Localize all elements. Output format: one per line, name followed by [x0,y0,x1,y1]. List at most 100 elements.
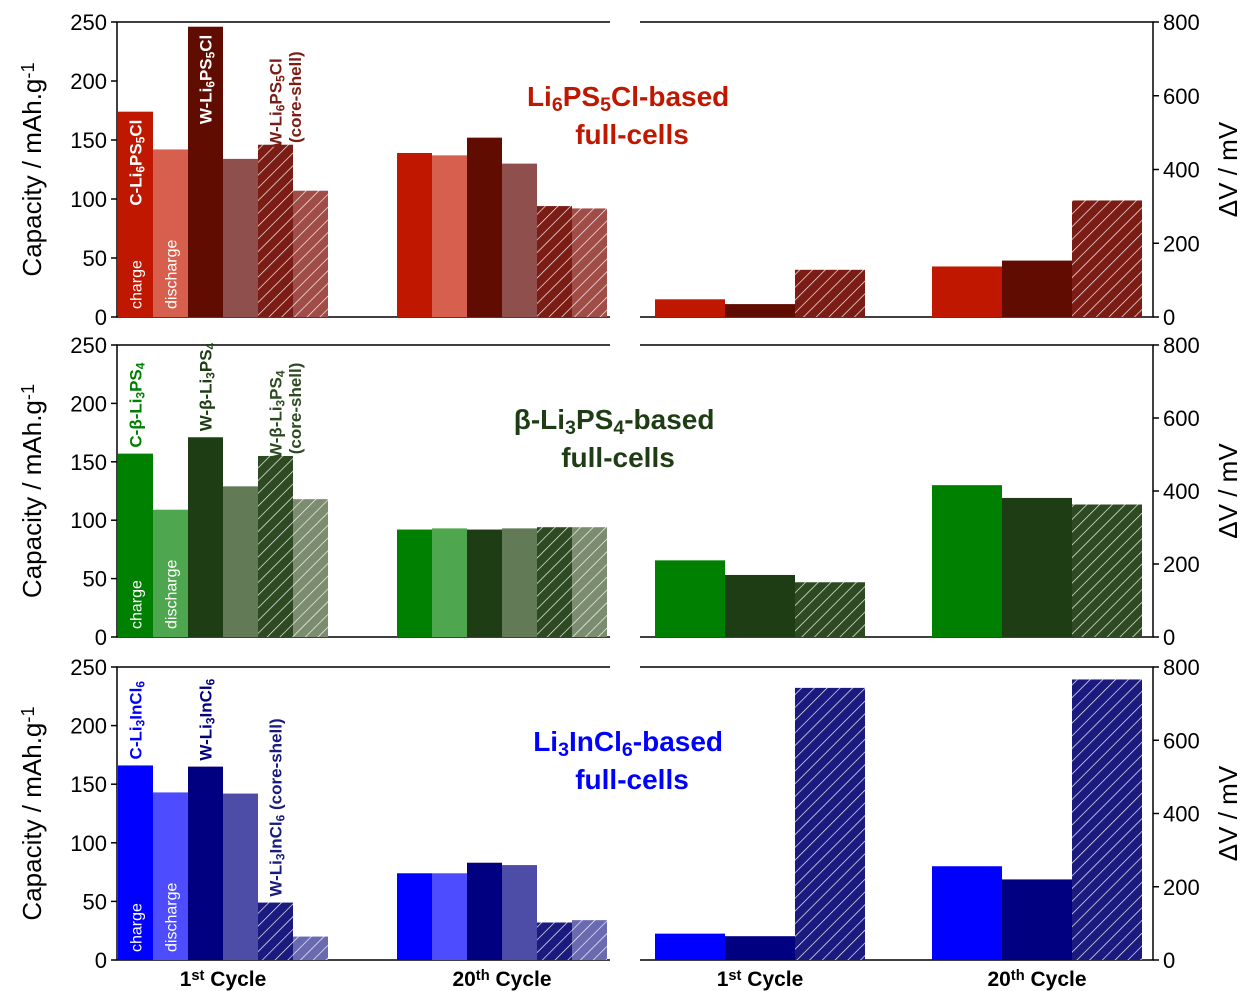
dv-bar [1002,260,1072,317]
y2-tick-label: 200 [1163,875,1200,900]
capacity-bar [432,528,467,637]
y-tick-label: 0 [95,948,107,973]
capacity-bar [118,111,153,318]
dv-bar [795,582,865,637]
capacity-bar [397,529,432,637]
capacity-bar [467,137,502,317]
y2-tick-label: 0 [1163,948,1175,973]
capacity-bar [572,527,607,637]
capacity-bar [467,529,502,637]
capacity-bar [223,486,258,637]
material-label: C-Li6PS5Cl [127,120,148,206]
capacity-bar [397,152,432,317]
y2-tick-label: 400 [1163,802,1200,827]
y2-tick-label: 600 [1163,406,1200,431]
dv-bar [1072,679,1142,960]
panel-title: Li3InCl6-based full-cells [533,726,731,795]
capacity-bar [293,936,328,960]
material-label: W-Li3InCl6 [197,678,218,760]
dv-bar [932,485,1002,637]
dv-bar [725,936,795,960]
dv-bar [932,866,1002,960]
y2-tick-label: 800 [1163,333,1200,358]
y-tick-label: 100 [70,831,107,856]
capacity-bar [223,793,258,960]
y2-tick-label: 200 [1163,552,1200,577]
dv-bar [795,269,865,317]
capacity-bar [432,873,467,960]
panel-title: β-Li3PS4-based full-cells [514,404,723,473]
y2-tick-label: 0 [1163,625,1175,650]
y2-axis-label: ΔV / mV [1213,765,1243,861]
x-category-label: 1st Cycle [180,968,267,991]
material-label: W-Li6PS5Cl [197,35,218,124]
material-label: W-Li6PS5Cl (core-shell) [267,51,306,147]
y2-tick-label: 600 [1163,728,1200,753]
capacity-bar [572,208,607,317]
capacity-bar [432,155,467,317]
y-tick-label: 150 [70,450,107,475]
capacity-bar [153,792,188,960]
step-label: charge [129,903,146,952]
capacity-bar [118,453,153,637]
capacity-bar [188,766,223,960]
y2-tick-label: 400 [1163,479,1200,504]
y2-tick-label: 0 [1163,305,1175,330]
material-label: W-β-Li3PS4 (core-shell) [267,363,306,459]
capacity-bar [537,922,572,960]
capacity-bar [118,765,153,960]
material-label: W-β-Li3PS4 [197,342,218,431]
y-tick-label: 50 [83,889,107,914]
x-category-label: 1st Cycle [717,968,804,991]
capacity-bar [293,190,328,317]
y-tick-label: 50 [83,567,107,592]
capacity-bar [467,862,502,960]
dv-bar [795,687,865,960]
y-tick-label: 250 [70,10,107,35]
y-tick-label: 0 [95,625,107,650]
dv-bar [932,266,1002,317]
y-tick-label: 0 [95,305,107,330]
capacity-bar [502,528,537,637]
capacity-bar [293,499,328,637]
y-axis-label: Capacity / mAh.g-1 [17,706,47,920]
y-tick-label: 200 [70,69,107,94]
y2-tick-label: 800 [1163,655,1200,680]
capacity-bar [502,163,537,317]
capacity-bar [258,902,293,960]
material-label: C-β-Li3PS4 [127,362,148,447]
step-label: charge [129,260,146,309]
y2-tick-label: 400 [1163,158,1200,183]
y-tick-label: 200 [70,391,107,416]
y2-tick-label: 600 [1163,84,1200,109]
x-category-label: 20th Cycle [452,968,551,991]
capacity-bar [258,455,293,637]
capacity-bar [502,865,537,960]
y-axis-label: Capacity / mAh.g-1 [17,62,47,276]
y-tick-label: 250 [70,655,107,680]
dv-bar [725,574,795,637]
y-tick-label: 250 [70,333,107,358]
y2-tick-label: 200 [1163,231,1200,256]
y-tick-label: 200 [70,714,107,739]
y-tick-label: 100 [70,508,107,533]
dv-bar [725,304,795,317]
dv-bar [1072,504,1142,637]
y2-tick-label: 800 [1163,10,1200,35]
y2-axis-label: ΔV / mV [1213,121,1243,217]
material-label: C-Li3InCl6 [127,681,148,760]
capacity-bar [188,437,223,637]
dv-bar [655,560,725,637]
capacity-bar [188,26,223,317]
capacity-bar [258,144,293,317]
y-axis-label: Capacity / mAh.g-1 [17,384,47,598]
capacity-bar [572,920,607,960]
step-label: charge [129,580,146,629]
step-label: discharge [164,883,181,952]
capacity-bar [153,149,188,317]
y-tick-label: 100 [70,187,107,212]
dv-bar [1002,497,1072,637]
y-tick-label: 150 [70,128,107,153]
